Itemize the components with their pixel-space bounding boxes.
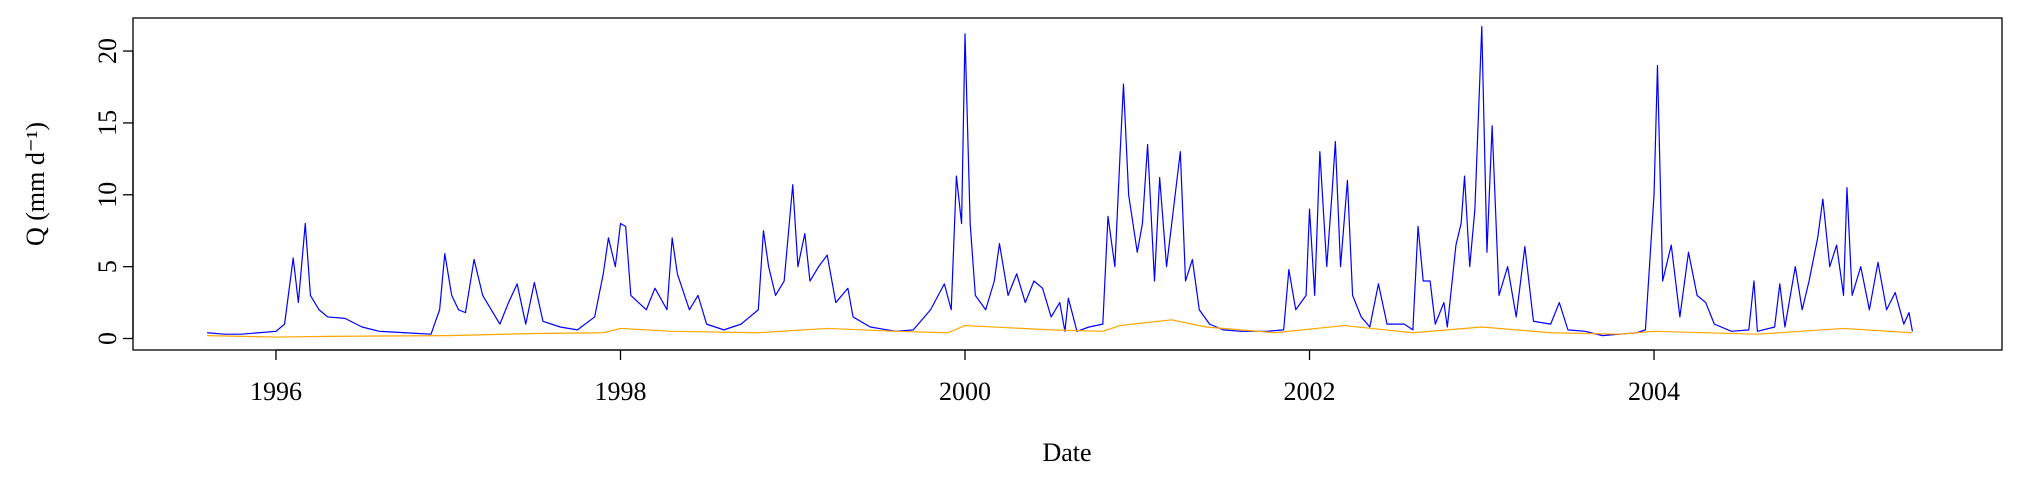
series-line <box>207 26 1914 337</box>
x-tick-label: 2004 <box>1628 377 1680 406</box>
y-tick-label: 5 <box>93 260 122 273</box>
x-tick-label: 2002 <box>1284 377 1336 406</box>
y-tick-label: 20 <box>93 38 122 64</box>
y-tick-label: 0 <box>93 332 122 345</box>
x-tick-label: 2000 <box>939 377 991 406</box>
y-tick-label: 15 <box>93 110 122 136</box>
x-axis-label: Date <box>1042 438 1091 467</box>
x-tick-label: 1996 <box>250 377 302 406</box>
y-tick-label: 10 <box>93 182 122 208</box>
series-line <box>207 319 1913 338</box>
plot-box <box>132 17 2003 351</box>
x-tick-label: 1998 <box>594 377 646 406</box>
y-axis-label: Q (mm d⁻¹) <box>21 122 50 246</box>
